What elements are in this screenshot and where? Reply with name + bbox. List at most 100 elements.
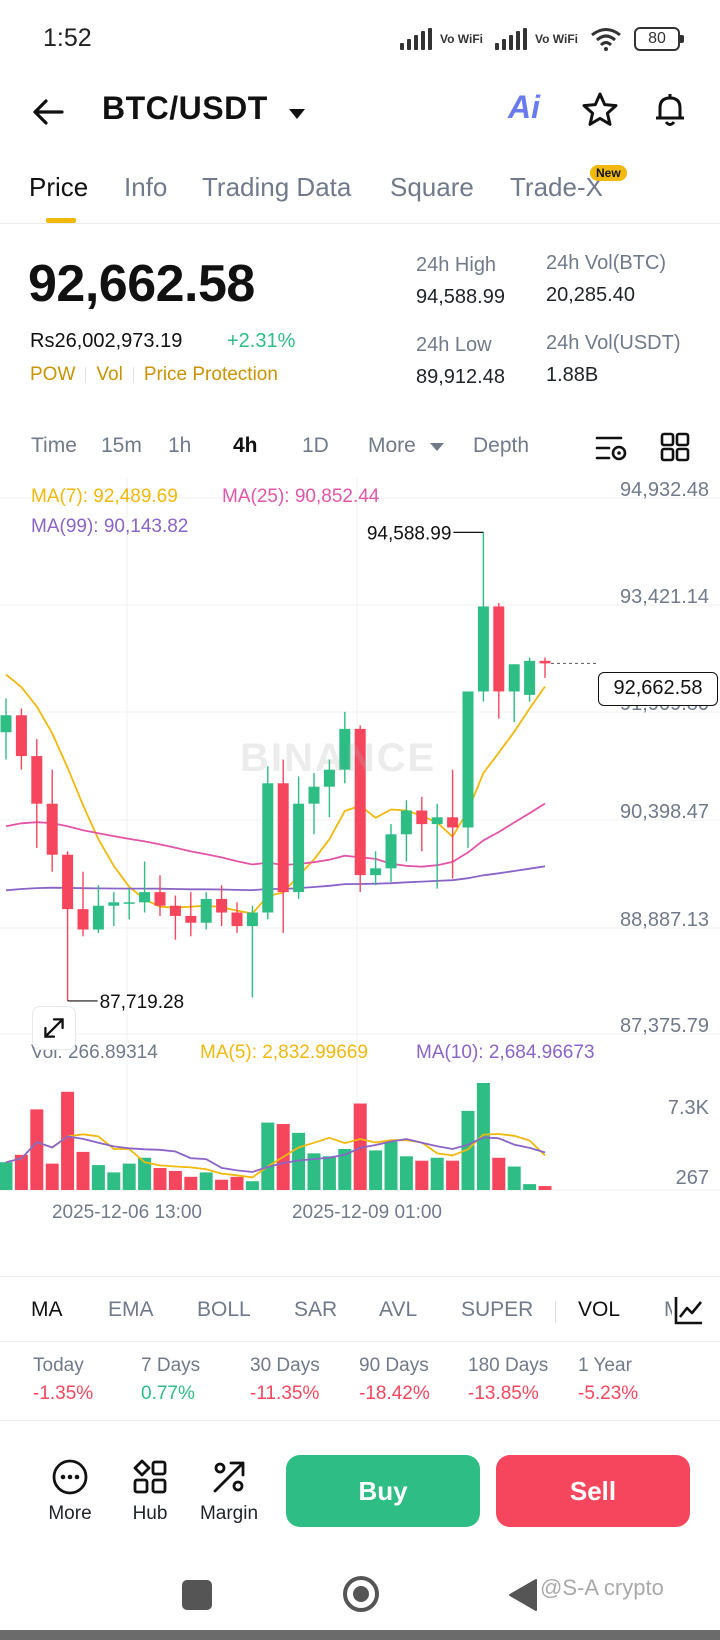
candle-body xyxy=(400,810,412,835)
candle-body xyxy=(493,606,505,692)
expand-icon[interactable] xyxy=(32,1006,76,1050)
candlestick-chart[interactable]: 94,932.4893,421.1491,909.8090,398.4788,8… xyxy=(0,478,720,1228)
indicator-ema[interactable]: EMA xyxy=(108,1298,154,1321)
volume-bar xyxy=(384,1141,398,1190)
tag-pow[interactable]: POW xyxy=(30,364,76,385)
volume-bar xyxy=(230,1176,244,1190)
volume-bar xyxy=(523,1184,537,1190)
price-chart[interactable]: 94,932.4893,421.1491,909.8090,398.4788,8… xyxy=(0,478,720,1228)
indicator-avl[interactable]: AVL xyxy=(379,1298,418,1321)
candle-body xyxy=(46,803,58,855)
tag-vol[interactable]: Vol xyxy=(96,364,123,385)
perf-value: 0.77% xyxy=(141,1383,195,1404)
active-tab-indicator xyxy=(46,218,76,223)
perf-label: 1 Year xyxy=(578,1355,632,1376)
margin-button[interactable]: Margin xyxy=(194,1457,264,1525)
tag-divider xyxy=(85,367,87,383)
ai-icon[interactable]: Ai xyxy=(508,89,540,125)
buy-button[interactable]: Buy xyxy=(286,1455,480,1527)
candle-body xyxy=(62,854,74,910)
indicator-boll[interactable]: BOLL xyxy=(197,1298,251,1321)
interval-bar: Time 15m 1h 4h 1D More Depth xyxy=(0,418,720,478)
perf-7-days: 7 Days 0.77% xyxy=(141,1355,200,1405)
vol-btc-value: 20,285.40 xyxy=(546,284,635,306)
volume-bar xyxy=(91,1165,105,1190)
candle-body xyxy=(293,803,305,893)
perf-value: -1.35% xyxy=(33,1383,94,1404)
volume-bar xyxy=(245,1181,259,1190)
interval-1h[interactable]: 1h xyxy=(168,434,192,457)
indicator-divider xyxy=(555,1301,556,1323)
perf-label: 7 Days xyxy=(141,1355,201,1376)
tab-trading-data[interactable]: Trading Data xyxy=(202,172,352,202)
perf-30-days: 30 Days -11.35% xyxy=(250,1355,320,1405)
nav-back-icon[interactable] xyxy=(508,1578,538,1612)
indicator-sar[interactable]: SAR xyxy=(294,1298,338,1321)
sell-button[interactable]: Sell xyxy=(496,1455,690,1527)
volume-bar xyxy=(430,1157,444,1190)
interval-depth[interactable]: Depth xyxy=(473,434,530,457)
caret-down-icon[interactable] xyxy=(287,104,307,124)
vol-ma10-legend: MA(10): 2,684.96673 xyxy=(416,1042,595,1063)
hub-label: Hub xyxy=(132,1503,168,1524)
hub-icon xyxy=(133,1459,167,1494)
ma99-legend: MA(99): 90,143.82 xyxy=(31,516,189,537)
volume-bar xyxy=(338,1148,352,1190)
interval-15m[interactable]: 15m xyxy=(101,434,142,457)
candle-body xyxy=(154,892,166,906)
indicator-vol[interactable]: VOL xyxy=(578,1298,621,1321)
tab-price[interactable]: Price xyxy=(29,172,89,202)
indicator-super[interactable]: SUPER xyxy=(461,1298,534,1321)
candle-body xyxy=(108,902,120,906)
caret-down-icon xyxy=(430,443,444,451)
volume-bar xyxy=(261,1122,275,1190)
tab-info[interactable]: Info xyxy=(124,172,168,202)
candle-body xyxy=(200,898,212,923)
candle-body xyxy=(139,892,151,903)
tag-price-protection[interactable]: Price Protection xyxy=(143,364,278,385)
tab-square[interactable]: Square xyxy=(390,172,474,202)
layout-grid-icon[interactable] xyxy=(660,432,690,462)
low-marker-label: 87,719.28 xyxy=(100,992,185,1013)
perf-value: -13.85% xyxy=(468,1383,539,1404)
perf-value: -5.23% xyxy=(578,1383,639,1404)
indicator-ma[interactable]: MA xyxy=(31,1298,63,1321)
time-axis-label: 2025-12-09 01:00 xyxy=(292,1202,442,1223)
volume-bar xyxy=(369,1150,383,1190)
price-inr: Rs26,002,973.19 xyxy=(30,330,183,352)
star-icon[interactable] xyxy=(580,90,620,130)
vol-ma5-legend: MA(5): 2,832.99669 xyxy=(200,1042,368,1063)
candle-body xyxy=(416,810,428,825)
hub-button[interactable]: Hub xyxy=(115,1457,185,1525)
vol-usdt-value: 1.88B xyxy=(546,364,599,386)
candle-body xyxy=(15,715,27,757)
interval-time[interactable]: Time xyxy=(31,434,77,457)
volume-bar xyxy=(107,1172,121,1190)
volume-bar xyxy=(153,1168,167,1190)
volume-bar xyxy=(399,1156,413,1190)
tag-divider xyxy=(132,367,134,383)
signal-icon-2 xyxy=(495,28,527,50)
indicator-tabs: MA EMA BOLL SAR AVL SUPER VOL M xyxy=(0,1276,720,1342)
interval-4h[interactable]: 4h xyxy=(233,434,258,457)
pair-title[interactable]: BTC/USDT xyxy=(102,90,268,126)
vol-usdt-label: 24h Vol(USDT) xyxy=(546,332,681,354)
bottom-strip xyxy=(0,1630,720,1640)
volume-bar xyxy=(446,1160,460,1190)
volume-bar xyxy=(215,1179,229,1190)
chart-settings-icon[interactable] xyxy=(595,432,629,464)
status-icons: Vo WiFi Vo WiFi 80 xyxy=(400,22,684,56)
tab-trade-x[interactable]: Trade-X xyxy=(510,172,603,202)
indicator-settings-icon[interactable] xyxy=(672,1293,706,1327)
home-icon[interactable] xyxy=(342,1575,380,1613)
interval-more[interactable]: More xyxy=(368,434,416,457)
volume-bar xyxy=(0,1162,13,1190)
interval-1d[interactable]: 1D xyxy=(302,434,329,457)
bell-icon[interactable] xyxy=(650,90,690,130)
recent-apps-icon[interactable] xyxy=(182,1580,212,1610)
price-change: +2.31% xyxy=(227,330,296,352)
candle-body xyxy=(339,728,351,770)
more-button[interactable]: More xyxy=(35,1457,105,1525)
ma25-line xyxy=(5,802,546,868)
back-arrow-icon[interactable] xyxy=(28,92,68,132)
